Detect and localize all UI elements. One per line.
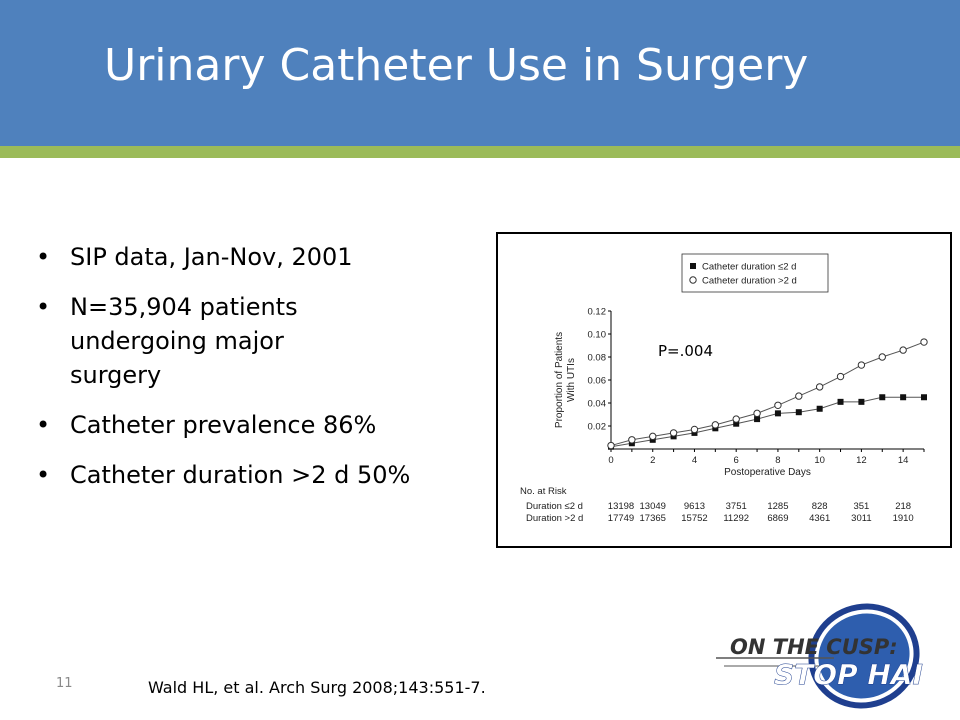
data-point bbox=[754, 416, 761, 423]
y-tick-label: 0.12 bbox=[588, 307, 607, 318]
series-line bbox=[610, 396, 924, 448]
x-tick-label: 6 bbox=[734, 455, 739, 466]
x-tick-label: 8 bbox=[775, 455, 780, 466]
risk-table-row-label: Duration >2 d bbox=[526, 513, 583, 524]
data-point bbox=[649, 432, 657, 441]
risk-table-cell: 351 bbox=[853, 501, 869, 512]
legend-label: Catheter duration >2 d bbox=[702, 276, 797, 287]
risk-table-cell: 17749 bbox=[608, 513, 634, 524]
risk-table-cell: 13049 bbox=[640, 501, 666, 512]
y-axis-label: With UTIs bbox=[566, 358, 577, 402]
data-point bbox=[878, 353, 886, 361]
bullet-item: Catheter duration >2 d 50% bbox=[36, 458, 496, 492]
cusp-logo: ON THE CUSP: STOP HAI bbox=[716, 603, 923, 709]
risk-table-cell: 4361 bbox=[809, 513, 830, 524]
data-point bbox=[774, 410, 781, 417]
uti-line-chart: 0.02 0.04 0.06 0.08 0.10 0.12 0 2 4 6 8 10 12 14 Posto… bbox=[520, 253, 928, 524]
title-underline bbox=[0, 146, 960, 158]
data-point bbox=[774, 401, 782, 410]
legend-box bbox=[681, 253, 829, 293]
bullet-item: Catheter prevalence 86% bbox=[36, 408, 496, 442]
x-tick-label: 10 bbox=[814, 455, 825, 466]
data-point bbox=[920, 338, 928, 346]
data-point bbox=[732, 415, 740, 423]
risk-table-cell: 17365 bbox=[640, 513, 666, 524]
data-point bbox=[879, 394, 886, 401]
y-tick-label: 0.08 bbox=[588, 353, 607, 364]
data-point bbox=[795, 392, 803, 400]
data-point bbox=[900, 394, 907, 401]
bullet-item: SIP data, Jan-Nov, 2001 bbox=[36, 240, 496, 274]
data-point bbox=[669, 429, 678, 437]
logo-text-bottom: STOP HAI bbox=[774, 658, 923, 691]
y-tick-label: 0.04 bbox=[588, 399, 607, 410]
logo-oval-core bbox=[818, 613, 910, 699]
risk-table-cell: 9613 bbox=[684, 501, 705, 512]
risk-table-cell: 828 bbox=[812, 501, 828, 512]
risk-table-cell: 13198 bbox=[608, 501, 634, 512]
data-point bbox=[795, 409, 802, 416]
data-point bbox=[837, 398, 844, 405]
risk-table-cell: 6869 bbox=[767, 513, 788, 524]
legend-marker bbox=[689, 276, 697, 284]
y-tick-label: 0.02 bbox=[588, 422, 607, 433]
risk-table-row-label: Duration ≤2 d bbox=[526, 501, 583, 512]
bullet-item: N=35,904 patients undergoing major surge… bbox=[36, 290, 370, 392]
risk-table-cell: 15752 bbox=[681, 513, 707, 524]
x-tick-label: 4 bbox=[692, 455, 697, 466]
legend-label: Catheter duration ≤2 d bbox=[702, 262, 796, 273]
risk-table-cell: 1910 bbox=[893, 513, 914, 524]
data-point bbox=[815, 383, 824, 391]
data-point bbox=[858, 398, 865, 405]
data-point bbox=[628, 436, 636, 444]
data-point bbox=[690, 425, 699, 434]
x-axis-label: Postoperative Days bbox=[724, 467, 811, 478]
risk-table-cell: 1285 bbox=[767, 501, 788, 512]
title-bar bbox=[0, 0, 960, 146]
risk-table-heading: No. at Risk bbox=[520, 486, 567, 497]
data-point bbox=[836, 372, 845, 381]
data-point bbox=[816, 405, 823, 412]
slide-title: Urinary Catheter Use in Surgery bbox=[104, 40, 809, 91]
legend-marker bbox=[690, 263, 696, 269]
page-number: 11 bbox=[56, 676, 73, 691]
logo-text-top: ON THE CUSP: bbox=[730, 635, 898, 659]
citation: Wald HL, et al. Arch Surg 2008;143:551-7… bbox=[148, 678, 486, 697]
chart-panel: 0.02 0.04 0.06 0.08 0.10 0.12 0 2 4 6 8 10 12 14 Posto… bbox=[496, 232, 952, 548]
data-point bbox=[607, 441, 615, 450]
x-tick-label: 12 bbox=[856, 455, 867, 466]
data-point bbox=[733, 420, 740, 427]
x-tick-label: 14 bbox=[898, 455, 909, 466]
y-axis-label: Proportion of Patients bbox=[554, 332, 565, 428]
risk-table-cell: 11292 bbox=[723, 513, 749, 524]
y-tick-label: 0.06 bbox=[588, 376, 607, 387]
data-point bbox=[899, 346, 907, 354]
bullet-list: SIP data, Jan-Nov, 2001 N=35,904 patient… bbox=[36, 240, 496, 508]
data-point bbox=[921, 394, 927, 401]
series-line bbox=[610, 341, 925, 447]
data-point bbox=[753, 409, 761, 418]
data-point bbox=[857, 361, 866, 369]
risk-table-cell: 3011 bbox=[851, 513, 871, 524]
y-tick-label: 0.10 bbox=[588, 330, 607, 341]
risk-table-cell: 218 bbox=[895, 501, 911, 512]
x-tick-label: 2 bbox=[650, 455, 655, 466]
risk-table-cell: 3751 bbox=[726, 501, 747, 512]
p-value-annotation: P=.004 bbox=[658, 342, 713, 360]
x-tick-label: 0 bbox=[608, 455, 613, 466]
data-point bbox=[711, 421, 720, 429]
